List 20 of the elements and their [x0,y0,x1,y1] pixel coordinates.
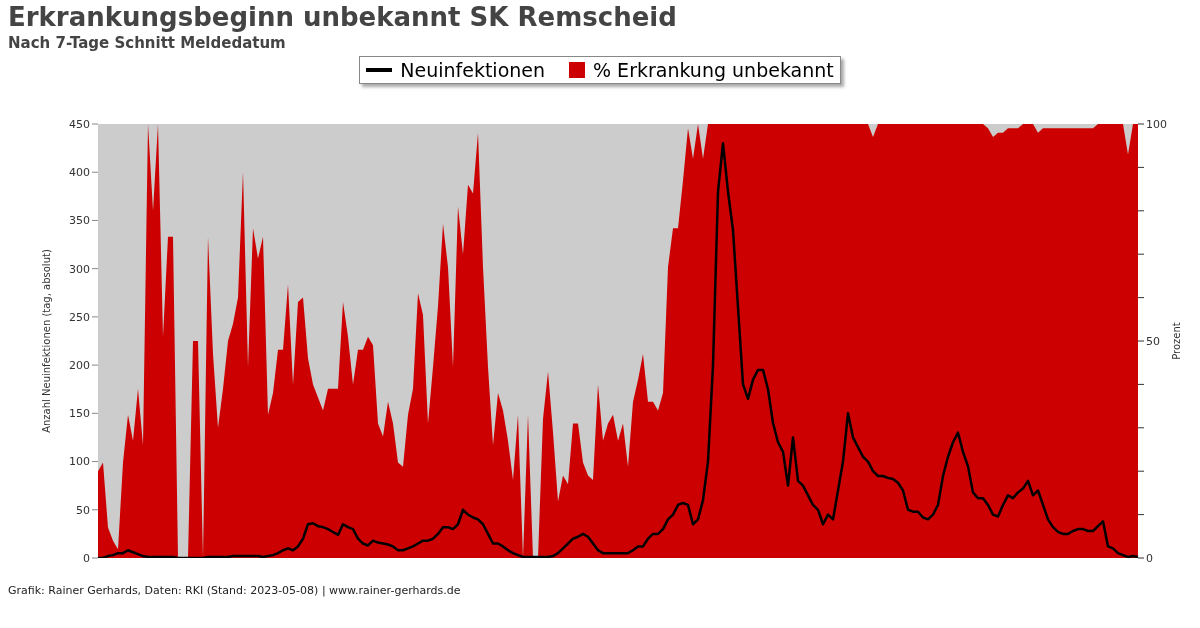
legend-label: Neuinfektionen [399,59,546,81]
y-tick-label: 250 [69,310,90,324]
y-tick-label: 200 [69,359,90,373]
y-axis-title: Anzahl Neuinfektionen (tag, absolut) [40,249,52,433]
y-tick-label: 400 [69,166,90,180]
chart-title: Erkrankungsbeginn unbekannt SK Remscheid [8,2,678,32]
y-tick-label: 300 [69,262,90,276]
y-tick-label: 450 [69,117,90,131]
text: Grafik: Rainer Gerhards, Daten: RKI (Stand: 2023-05-08) | www.rainer-gerhards.de [8,584,462,597]
y2-axis-title: Prozent [1170,322,1182,360]
y-tick-label: 100 [69,455,90,469]
y-tick-label: 50 [76,503,90,517]
legend-label: % Erkrankung unbekannt [592,59,834,81]
chart-subtitle: Nach 7-Tage Schnitt Meldedatum [8,34,287,52]
y-tick-label: 350 [69,214,90,228]
y-tick-label: 0 [83,551,90,565]
y2-tick-label: 0 [1146,551,1153,565]
y2-tick-label: 50 [1146,334,1160,348]
y2-tick-label: 100 [1146,117,1167,131]
y-tick-label: 150 [69,407,90,421]
